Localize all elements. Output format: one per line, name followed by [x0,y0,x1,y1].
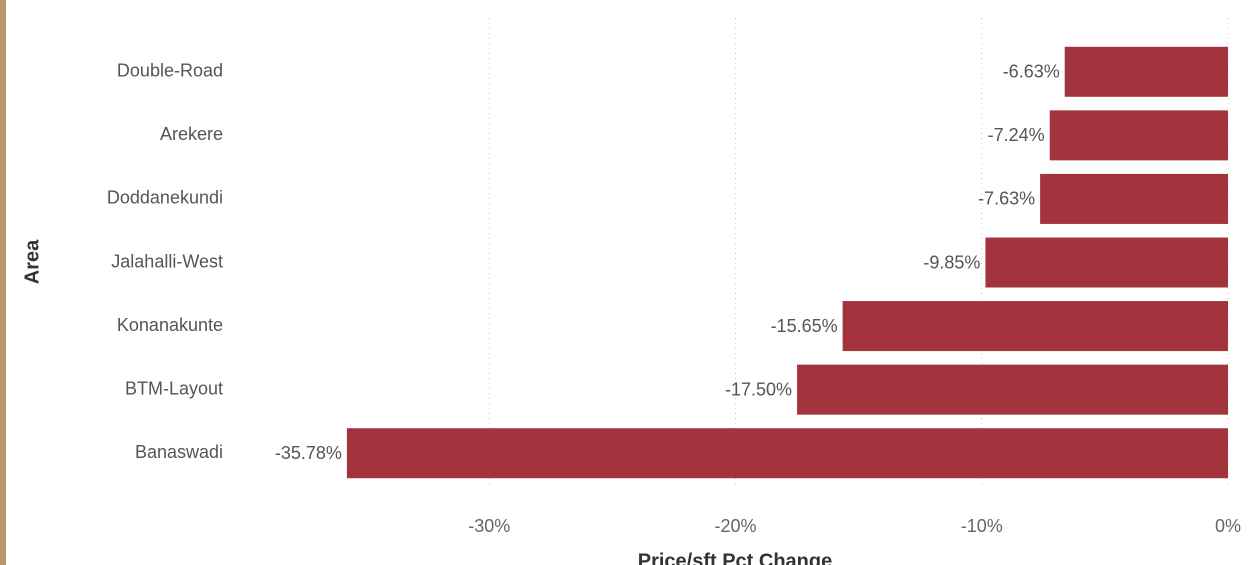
y-tick-label: Banaswadi [135,442,223,462]
x-tick-label: -20% [714,516,756,536]
data-label: -35.78% [275,443,342,463]
data-label: -7.24% [988,125,1045,145]
data-label: -17.50% [725,379,792,399]
y-tick-label: Doddanekundi [107,188,223,208]
data-label: -9.85% [923,252,980,272]
x-tick-label: -30% [468,516,510,536]
x-tick-label: 0% [1215,516,1241,536]
y-tick-label: Konanakunte [117,315,223,335]
x-axis-title: Price/sft Pct Change [638,550,833,565]
data-label: -6.63% [1003,62,1060,82]
side-stripe [0,0,6,565]
bar [1064,46,1228,97]
bar [797,364,1228,415]
y-axis-title: Area [21,239,43,284]
y-tick-label: Jalahalli-West [111,251,223,271]
data-label: -7.63% [978,189,1035,209]
bar [1049,110,1228,161]
y-tick-label: Arekere [160,124,223,144]
bar [1040,173,1228,224]
data-label: -15.65% [771,316,838,336]
bar [346,428,1229,479]
y-tick-label: BTM-Layout [125,378,223,398]
bar [985,237,1228,288]
x-tick-label: -10% [961,516,1003,536]
bar [842,301,1228,352]
y-tick-label: Double-Road [117,61,223,81]
